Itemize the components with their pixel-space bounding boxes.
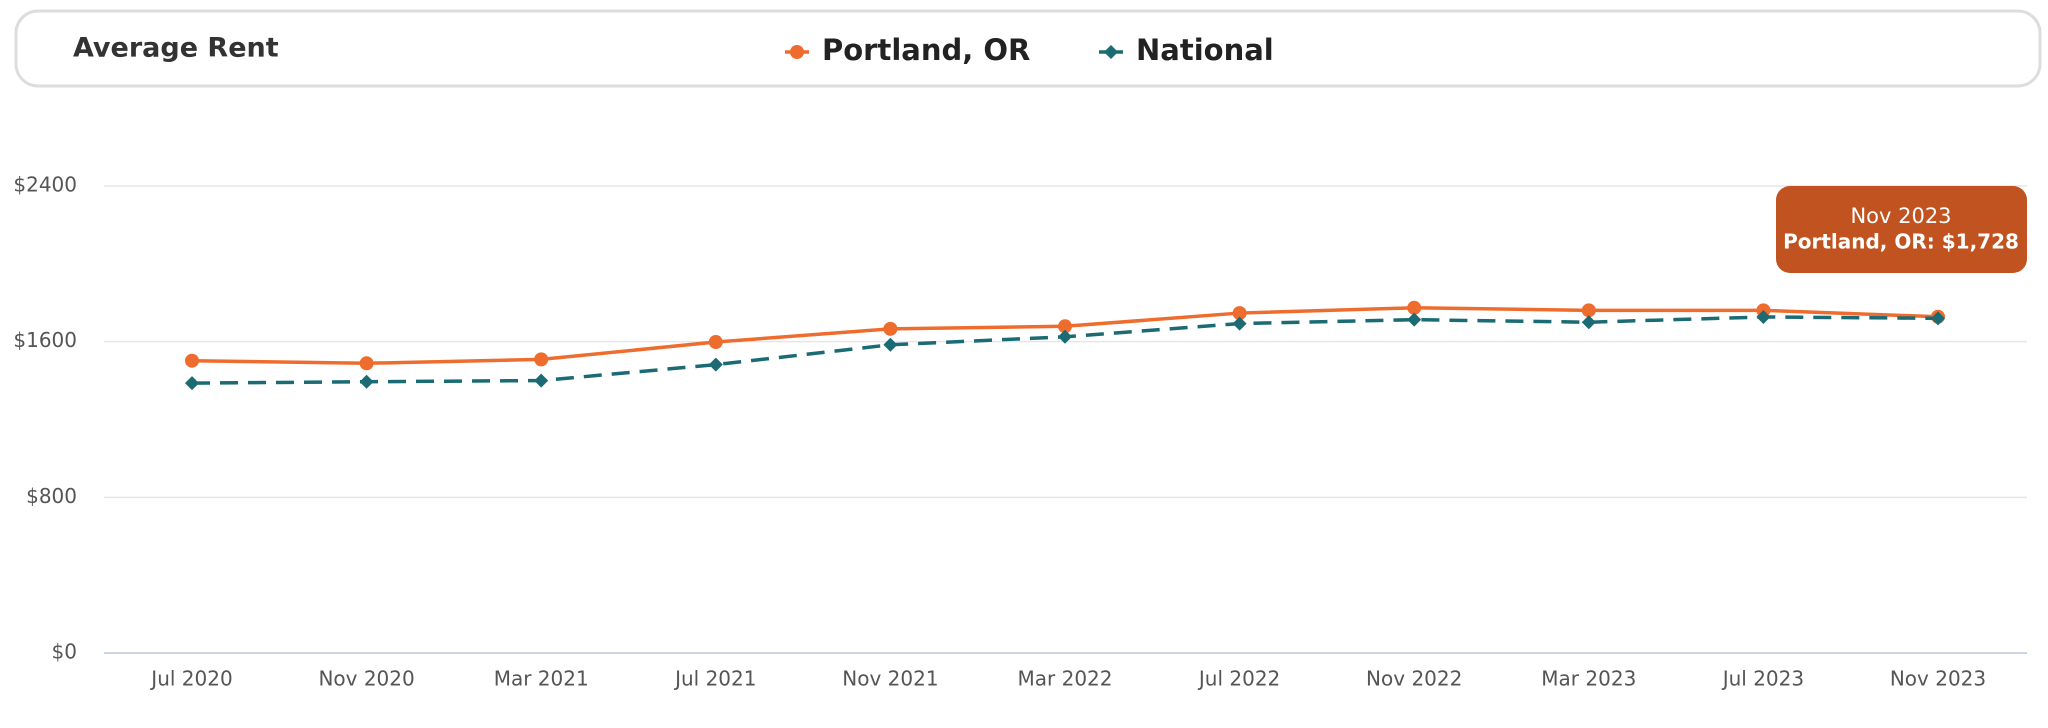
tooltip-box [1776, 186, 2027, 273]
data-point [1407, 312, 1422, 327]
x-tick-label: Nov 2021 [842, 667, 938, 691]
data-point [359, 374, 374, 389]
y-tick-label: $1600 [13, 328, 77, 352]
x-tick-label: Jul 2023 [1721, 667, 1804, 691]
header-box [14, 9, 2042, 88]
data-point [1232, 306, 1247, 321]
x-tick-label: Mar 2022 [1018, 667, 1113, 691]
y-tick-label: $0 [52, 640, 77, 664]
x-tick-label: Jul 2020 [149, 667, 232, 691]
x-tick-label: Nov 2020 [318, 667, 414, 691]
data-point [534, 373, 549, 388]
y-tick-label: $2400 [13, 173, 77, 197]
legend-label: Portland, OR [822, 33, 1030, 67]
data-point [1756, 309, 1771, 324]
data-point [1407, 300, 1422, 315]
x-tick-label: Nov 2023 [1890, 667, 1986, 691]
data-point [359, 356, 374, 371]
tooltip-text: Portland, OR: $1,728 [1783, 230, 2019, 254]
data-point [185, 376, 199, 391]
data-point [708, 335, 723, 350]
x-tick-label: Mar 2023 [1541, 667, 1636, 691]
x-tick-label: Nov 2022 [1366, 667, 1462, 691]
data-point [1931, 311, 1945, 326]
chart-title: Average Rent [73, 33, 279, 64]
tooltip-title: Nov 2023 [1850, 204, 1951, 228]
x-tick-label: Mar 2021 [494, 667, 589, 691]
legend-marker [1104, 45, 1118, 59]
data-point [534, 352, 549, 367]
data-point [883, 321, 898, 336]
data-point [708, 357, 723, 372]
y-tick-label: $800 [26, 484, 77, 508]
data-point [1581, 315, 1596, 330]
legend-marker [790, 45, 804, 59]
data-point [1058, 329, 1072, 344]
data-point [185, 353, 199, 368]
x-tick-label: Jul 2021 [673, 667, 756, 691]
legend-label: National [1136, 33, 1274, 67]
data-point [883, 337, 898, 352]
data-point [1581, 303, 1596, 318]
data-point [1232, 316, 1247, 331]
data-point [1058, 319, 1072, 334]
x-tick-label: Jul 2022 [1197, 667, 1280, 691]
